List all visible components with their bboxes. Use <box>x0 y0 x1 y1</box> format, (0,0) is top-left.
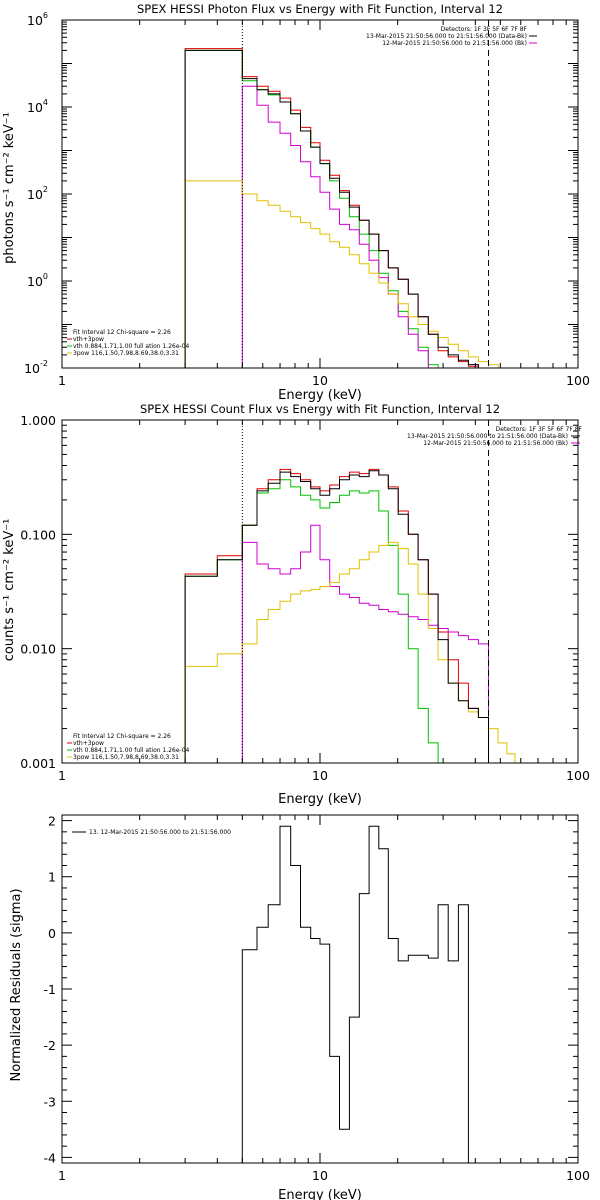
count-ytick-label: 1.000 <box>20 413 56 428</box>
residual-ytick-label: 0 <box>48 926 56 941</box>
count-ytick-label: 0.001 <box>20 756 56 771</box>
count-plot-frame <box>61 419 579 764</box>
photon-ytick-exponent: 0 <box>43 272 48 281</box>
photon-legend-fit: Fit Interval 12 Chi-square = 2.26 <box>73 329 171 336</box>
photon-xtick-label: 10 <box>312 373 328 388</box>
count-legend-topright: Detectors: 1F 3F 5F 6F 7F 8F 13-Mar-2015… <box>407 426 583 447</box>
photon-ytick-label: 102 <box>27 185 48 202</box>
residual-ytick-label: -2 <box>44 1038 56 1053</box>
count-flux-panel: SPEX HESSI Count Flux vs Energy with Fit… <box>2 402 590 807</box>
photon-ytick-exponent: 2 <box>43 185 48 194</box>
residual-xtick-label: 100 <box>566 1168 590 1183</box>
residuals-legend-label: 13. 12-Mar-2015 21:50:56.000 to 21:51:56… <box>89 829 231 836</box>
photon-flux-ylabel: photons s⁻¹ cm⁻² keV⁻¹ <box>2 112 17 264</box>
count-flux-xlabel: Energy (keV) <box>278 792 362 807</box>
residual-xtick-label: 1 <box>58 1168 66 1183</box>
photon-ytick-exponent: -2 <box>40 359 48 368</box>
count-series-model <box>184 468 489 763</box>
photon-legend-vth: vth 0.884,1.71,1.00 full ation 1.26e-04 <box>73 343 189 350</box>
count-ytick-label: 0.010 <box>20 642 56 657</box>
count-series-group <box>184 468 523 763</box>
photon-series-vth <box>184 49 439 368</box>
photon-ytick-exponent: 6 <box>43 11 48 20</box>
photon-flux-xlabel: Energy (keV) <box>278 388 362 403</box>
photon-ytick-label: 100 <box>27 272 48 289</box>
photon-legend-data-bk: 13-Mar-2015 21:50:56.000 to 21:51:56.000… <box>366 33 527 40</box>
photon-xtick-label: 100 <box>566 373 590 388</box>
count-legend-bottomleft: Fit Interval 12 Chi-square = 2.26 vth+3p… <box>67 733 189 761</box>
count-xtick-label: 10 <box>312 768 328 783</box>
count-legend-vth: vth 0.884,1.71,1.00 full ation 1.26e-04 <box>73 747 189 754</box>
residual-ytick-label: -4 <box>44 1150 57 1165</box>
photon-legend-topright: Detectors: 1F 3F 5F 6F 7F 8F 13-Mar-2015… <box>366 26 537 47</box>
residual-ytick-label: 1 <box>48 870 56 885</box>
count-flux-ylabel: counts s⁻¹ cm⁻² keV⁻¹ <box>2 519 17 662</box>
residual-ytick-label: -3 <box>44 1094 56 1109</box>
residuals-xlabel: Energy (keV) <box>278 1188 362 1200</box>
count-series-background <box>241 524 489 763</box>
photon-series-data <box>184 49 489 368</box>
count-flux-title: SPEX HESSI Count Flux vs Energy with Fit… <box>140 402 500 416</box>
photon-xtick-label: 1 <box>58 373 66 388</box>
count-series-vth <box>184 479 439 763</box>
photon-ytick-exponent: 4 <box>43 98 48 107</box>
count-legend-3pow: 3pow 116,1.50,7.98,8.69,38.0,3.31 <box>73 754 179 761</box>
photon-legend-bottomleft: Fit Interval 12 Chi-square = 2.26 vth+3p… <box>67 329 189 357</box>
count-legend-bk: 12-Mar-2015 21:50:56.000 to 21:51:56.000… <box>423 440 568 447</box>
count-xtick-label: 100 <box>566 768 590 783</box>
photon-series-group <box>184 48 523 368</box>
count-series-pow <box>184 541 523 763</box>
residuals-panel: Energy (keV) Normalized Residuals (sigma… <box>9 814 590 1200</box>
photon-ytick-label: 104 <box>27 98 48 115</box>
photon-legend-detectors: Detectors: 1F 3F 5F 6F 7F 8F <box>441 26 528 33</box>
photon-legend-bk: 12-Mar-2015 21:50:56.000 to 21:51:56.000… <box>382 40 527 47</box>
count-ytick-label: 0.100 <box>20 527 56 542</box>
photon-series-background <box>241 85 489 368</box>
count-legend-fit: Fit Interval 12 Chi-square = 2.26 <box>73 733 171 740</box>
count-legend-data-bk: 13-Mar-2015 21:50:56.000 to 21:51:56.000… <box>407 433 568 440</box>
residual-plot-frame <box>61 814 579 1164</box>
residual-xtick-label: 10 <box>312 1168 328 1183</box>
residuals-legend: 13. 12-Mar-2015 21:50:56.000 to 21:51:56… <box>72 829 231 836</box>
residual-series-group <box>241 825 479 1163</box>
count-legend-detectors: Detectors: 1F 3F 5F 6F 7F 8F <box>496 426 583 433</box>
photon-plot-frame <box>61 19 579 369</box>
residuals-ylabel: Normalized Residuals (sigma) <box>9 888 24 1081</box>
count-xtick-label: 1 <box>58 768 66 783</box>
photon-flux-panel: SPEX HESSI Photon Flux vs Energy with Fi… <box>2 2 590 403</box>
photon-legend-model: vth+3pow <box>73 336 104 343</box>
photon-series-pow <box>184 180 523 368</box>
count-series-data <box>184 470 489 763</box>
residual-ytick-label: 2 <box>48 814 56 829</box>
photon-ytick-label: 106 <box>27 11 48 28</box>
photon-legend-3pow: 3pow 116,1.50,7.98,8.69,38.0,3.31 <box>73 350 179 357</box>
count-legend-model: vth+3pow <box>73 740 104 747</box>
residual-ytick-label: -1 <box>44 982 56 997</box>
photon-series-model <box>184 48 489 368</box>
photon-ytick-label: 10-2 <box>24 359 48 376</box>
photon-flux-title: SPEX HESSI Photon Flux vs Energy with Fi… <box>137 2 503 16</box>
residual-series-residuals <box>241 825 479 1163</box>
